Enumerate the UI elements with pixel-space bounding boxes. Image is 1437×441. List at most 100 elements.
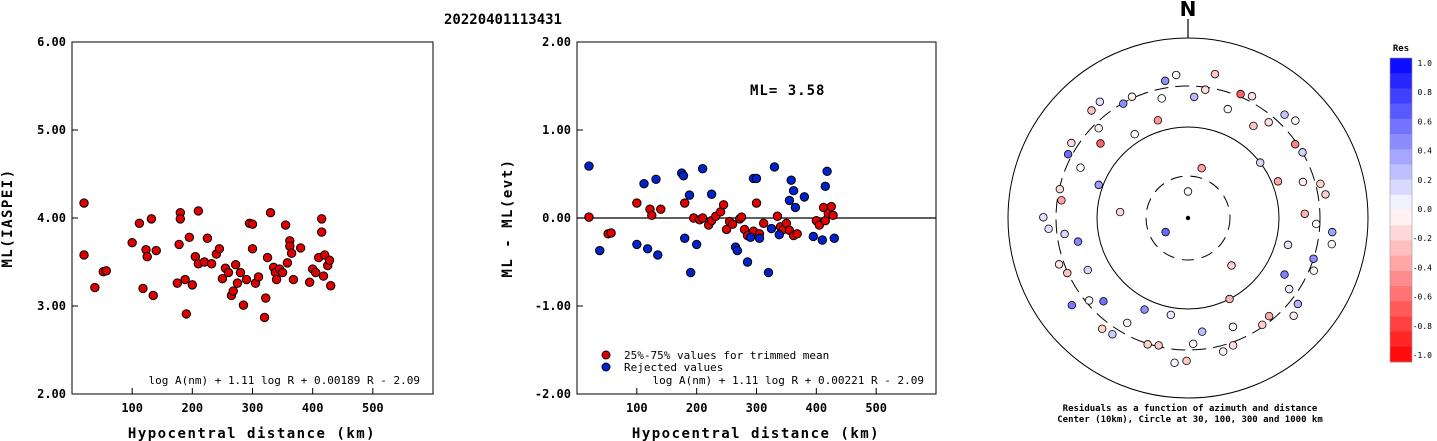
station-residual-marker: [1171, 70, 1181, 80]
station-residual-marker: [1312, 219, 1321, 229]
chart1-point: [184, 232, 195, 243]
chart1-x-label: Hypocentral distance (km): [128, 426, 376, 441]
chart1-point: [304, 277, 315, 287]
colorbar-cell: [1390, 58, 1412, 74]
station-residual-marker: [1095, 97, 1105, 106]
chart2-point-rejected: [769, 162, 780, 172]
chart2-point-rejected: [680, 233, 690, 243]
chart1-point: [318, 271, 329, 281]
chart1-point: [142, 252, 152, 262]
chart1-point: [238, 300, 249, 310]
chart1-point: [271, 274, 282, 285]
chart1-point: [280, 220, 291, 230]
chart1-y-tick-label: 2.00: [37, 387, 66, 401]
station-residual-marker: [1076, 163, 1085, 172]
station-residual-marker: [1210, 69, 1220, 79]
ring-1000km: [1007, 37, 1369, 399]
legend-marker-rejected: [601, 362, 611, 372]
chart2-point-rejected: [754, 233, 765, 243]
colorbar-title: Res: [1393, 44, 1409, 54]
chart2-point-rejected: [786, 175, 796, 185]
chart2-point-rejected: [595, 245, 605, 256]
station-residual-marker: [1300, 209, 1309, 218]
chart1-point: [101, 266, 111, 276]
station-residual-marker: [1039, 213, 1048, 222]
chart2-point-trimmed: [736, 212, 747, 222]
chart2-point-trimmed: [632, 198, 642, 208]
colorbar-cell: [1390, 255, 1412, 272]
station-residual-marker: [1188, 339, 1198, 349]
chart1-frame: [71, 41, 434, 395]
colorbar-cell: [1390, 164, 1412, 180]
station-residual-marker: [1228, 322, 1238, 332]
ml-annotation: ML= 3.58: [750, 83, 825, 99]
colorbar-cell: [1390, 179, 1412, 196]
chart1-point: [288, 274, 299, 285]
colorbar-label: -0.6: [1413, 293, 1432, 302]
colorbar-label: 0.8: [1418, 88, 1433, 97]
colorbar-label: 0.0: [1418, 205, 1433, 214]
chart2-y-tick-label: 1.00: [542, 123, 571, 137]
station-residual-marker: [1249, 121, 1258, 131]
epicenter-marker: [1185, 215, 1191, 221]
azimuth-residual-plot: N Residuals as a function of azimuth and…: [1007, 0, 1369, 425]
station-residual-marker: [1054, 260, 1064, 269]
station-residual-marker: [1096, 139, 1105, 148]
legend-label-trimmed: 25%-75% values for trimmed mean: [624, 349, 829, 362]
chart1-point: [151, 245, 161, 256]
chart1-point: [146, 214, 157, 224]
station-residual-marker: [1258, 320, 1267, 329]
chart1-point: [316, 227, 327, 237]
station-residual-marker: [1119, 99, 1128, 108]
chart1-point: [193, 206, 204, 216]
chart1-point: [127, 237, 137, 248]
chart1-formula: log A(nm) + 1.11 log R + 0.00189 R - 2.0…: [148, 374, 420, 387]
chart1-point: [286, 248, 297, 258]
station-residual-marker: [1140, 305, 1149, 314]
chart2-y-tick-label: 0.00: [542, 211, 571, 225]
chart1-x-tick-label: 200: [181, 401, 203, 415]
station-residual-marker: [1309, 266, 1319, 275]
chart1-points: [79, 198, 336, 323]
chart2-point-rejected: [799, 192, 810, 202]
station-residual-marker: [1280, 110, 1289, 119]
station-residual-marker: [1157, 94, 1166, 103]
station-residual-marker: [1083, 265, 1092, 275]
colorbar-cell: [1390, 194, 1412, 211]
station-residual-marker: [1099, 297, 1108, 306]
station-residual-marker: [1247, 92, 1257, 101]
chart1-point: [172, 278, 182, 288]
chart2-point-rejected: [653, 250, 663, 260]
colorbar-cell: [1390, 73, 1412, 89]
station-residual-marker: [1280, 270, 1289, 279]
chart1-point: [174, 239, 184, 250]
chart1-point: [282, 258, 293, 268]
colorbar-label: -0.4: [1413, 263, 1432, 272]
ring-300km: [1055, 85, 1321, 351]
colorbar-cell: [1390, 286, 1412, 302]
colorbar-cell: [1390, 331, 1412, 348]
chart2-point-rejected: [642, 244, 653, 254]
chart2-point-rejected: [732, 245, 743, 256]
chart2-legend: 25%-75% values for trimmed mean Rejected…: [601, 349, 829, 374]
north-label: N: [1180, 0, 1197, 21]
chart2-point-rejected: [691, 239, 702, 250]
station-residual-marker: [1130, 129, 1139, 139]
colorbar-label: -0.2: [1413, 234, 1432, 243]
chart2-point-trimmed: [718, 200, 729, 210]
station-residual-marker: [1289, 311, 1298, 320]
chart1-point: [232, 278, 243, 288]
chart1-y-label: ML(IASPEI): [0, 168, 16, 267]
colorbar-cell: [1390, 149, 1412, 165]
colorbar-cell: [1390, 301, 1412, 317]
chart1-x-tick-label: 500: [362, 401, 384, 415]
chart1-point: [277, 267, 288, 278]
station-residual-marker: [1309, 254, 1318, 263]
chart1-y-axis: 2.00 3.00 4.00 5.00 6.00: [37, 35, 78, 401]
chart2-point-rejected: [808, 231, 819, 242]
chart2-point-trimmed: [656, 204, 666, 214]
station-residual-marker: [1293, 299, 1303, 309]
station-residual-marker: [1055, 184, 1065, 194]
colorbar-cell: [1390, 210, 1412, 226]
